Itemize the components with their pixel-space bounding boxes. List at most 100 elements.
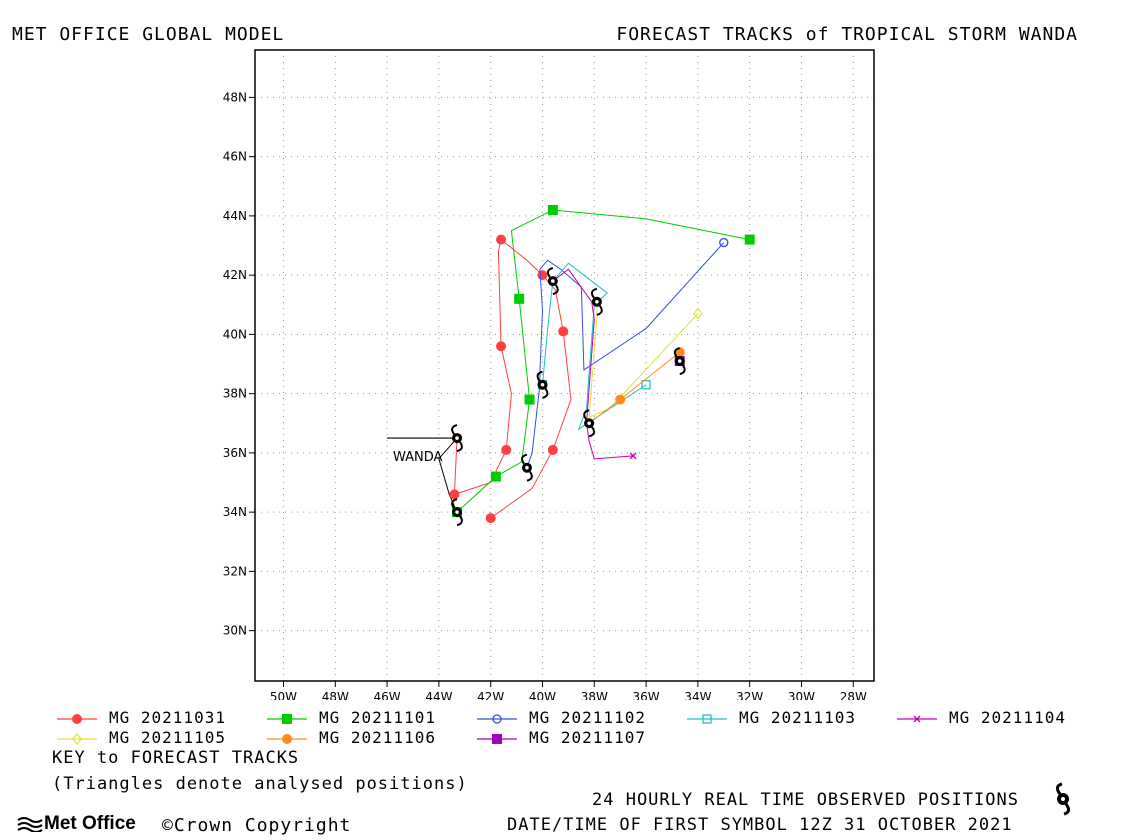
hurricane-arm: [588, 426, 596, 438]
hurricane-arm: [451, 498, 458, 509]
y-tick-label: 46N: [223, 150, 247, 164]
x-tick-label: 28W: [840, 690, 867, 700]
x-tick-label: 44W: [425, 690, 452, 700]
marker: [558, 326, 569, 337]
marker: [72, 732, 82, 745]
marker: [490, 471, 501, 482]
legend-item: MG 20211103: [685, 708, 856, 727]
grid-lines: [255, 50, 874, 681]
y-tick-label: 34N: [223, 505, 247, 519]
marker: [702, 713, 712, 724]
logo-text: Met Office: [44, 813, 136, 834]
model-title: MET OFFICE GLOBAL MODEL: [12, 24, 285, 45]
hurricane-center: [551, 279, 555, 283]
legend-label: MG 20211031: [109, 708, 226, 727]
series-mg-20211101: [452, 204, 755, 518]
hurricane-center: [525, 465, 529, 470]
hurricane-center: [455, 436, 459, 440]
legend-swatch: [477, 733, 517, 744]
y-axis: 30N 32N 34N 36N 38N 40N 42N 44N 46N 48N: [223, 90, 255, 638]
hurricane-arm: [673, 347, 681, 358]
series-mg-20211102: [522, 237, 729, 473]
marker: [615, 394, 626, 405]
hurricane-icon: [451, 424, 463, 453]
x-axis: 50W 48W 46W 44W 42W 40W 38W 36W 34W 32W 30W 28W: [270, 681, 867, 700]
hurricane-icon: [521, 453, 533, 482]
legend-item: MG 20211101: [265, 708, 436, 727]
met-office-logo: Met Office: [16, 813, 136, 835]
legend-label: MG 20211102: [529, 708, 646, 727]
hurricane-arm: [456, 515, 463, 527]
hurricane-arm: [456, 441, 463, 453]
marker: [282, 733, 292, 744]
x-tick-label: 48W: [322, 690, 349, 700]
legend-item: MG 20211104: [895, 708, 1066, 727]
y-tick-label: 42N: [223, 268, 247, 282]
y-tick-label: 32N: [223, 564, 247, 578]
hurricane-icon: [536, 370, 549, 399]
date-note: DATE/TIME OF FIRST SYMBOL 12Z 31 OCTOBER…: [507, 815, 1013, 835]
marker: [524, 394, 535, 405]
legend-swatch: [57, 732, 97, 745]
legend-swatch: [267, 713, 307, 724]
marker: [913, 715, 921, 722]
marker: [547, 444, 558, 455]
series-line: [588, 351, 681, 424]
series-line: [456, 209, 750, 513]
marker: [693, 307, 703, 320]
hurricane-arm: [546, 267, 554, 278]
x-tick-label: 30W: [788, 690, 815, 700]
x-tick-label: 36W: [633, 690, 660, 700]
observed-note: 24 HOURLY REAL TIME OBSERVED POSITIONS: [592, 790, 1019, 810]
logo-waves-icon: [17, 816, 43, 833]
y-tick-label: 40N: [223, 327, 247, 341]
legend-label: MG 20211105: [109, 728, 226, 747]
observed-track-line: [438, 437, 458, 513]
marker: [629, 452, 637, 460]
hurricane-arm: [596, 305, 603, 316]
legend-item: MG 20211105: [55, 728, 226, 747]
marker: [72, 713, 82, 724]
hurricane-arm: [451, 424, 458, 435]
x-tick-label: 40W: [529, 690, 556, 700]
hurricane-icon: [1055, 782, 1071, 816]
marker: [492, 733, 502, 744]
legend-item: MG 20211107: [475, 728, 646, 747]
y-tick-label: 36N: [223, 446, 247, 460]
marker: [501, 444, 512, 455]
marker: [282, 713, 292, 724]
legend-label: MG 20211104: [949, 708, 1066, 727]
hurricane-center: [595, 300, 599, 304]
legend-label: MG 20211103: [739, 708, 856, 727]
marker: [514, 293, 525, 304]
copyright-icon: ©: [162, 815, 174, 836]
marker: [496, 234, 507, 245]
hurricane-arm: [521, 453, 528, 465]
hurricane-center: [455, 510, 459, 514]
hurricane-arm: [542, 388, 549, 399]
hurricane-arm: [552, 284, 559, 296]
marker: [547, 204, 558, 215]
series-mg-20211105: [588, 295, 703, 419]
hurricane-arm: [679, 364, 686, 376]
hurricane-arm: [526, 471, 533, 482]
series-line: [541, 262, 647, 431]
x-tick-label: 50W: [270, 690, 297, 700]
hurricane-icon: [590, 287, 603, 316]
marker: [641, 380, 651, 390]
legend-label: MG 20211106: [319, 728, 436, 747]
hurricane-center: [677, 359, 682, 363]
copyright-text: Crown Copyright: [173, 815, 352, 836]
marker: [485, 513, 496, 524]
track-map: 50W 48W 46W 44W 42W 40W 38W 36W 34W 32W 30W 28W 30N…: [223, 49, 875, 700]
storm-label: WANDA: [393, 450, 443, 465]
series-line: [526, 242, 725, 468]
forecast-tracks: [449, 204, 755, 524]
observed-positions: [451, 267, 686, 527]
x-tick-label: 46W: [374, 690, 401, 700]
x-tick-label: 38W: [581, 690, 608, 700]
chart-title: FORECAST TRACKS of TROPICAL STORM WANDA: [616, 24, 1078, 45]
x-tick-label: 32W: [736, 690, 763, 700]
hurricane-center: [587, 421, 591, 426]
marker: [449, 489, 460, 500]
